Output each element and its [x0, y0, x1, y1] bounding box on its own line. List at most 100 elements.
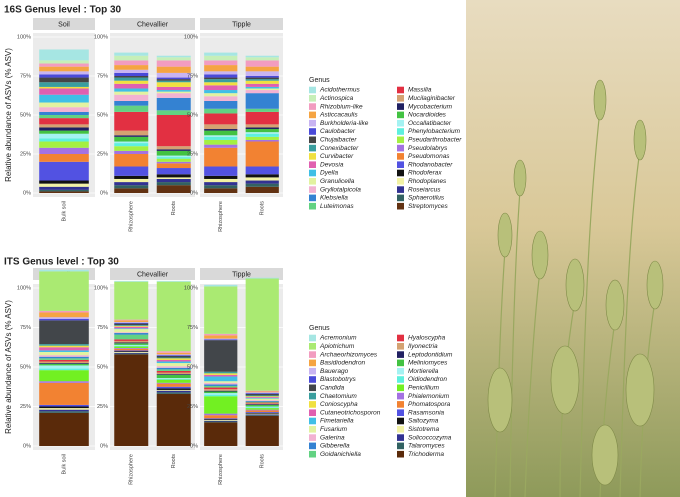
bar-segment [156, 90, 191, 92]
bar-segment [204, 421, 238, 423]
bar-segment [156, 155, 191, 158]
legend-label: Acidothermus [319, 87, 360, 94]
bar-segment [245, 391, 279, 393]
legend-swatch [309, 442, 316, 450]
bar-segment [156, 82, 191, 87]
bar-segment [156, 388, 191, 390]
legend-swatch [309, 169, 316, 177]
legend-swatch [309, 136, 316, 144]
bar-segment [204, 74, 238, 78]
bar-segment [204, 385, 238, 388]
bar-segment [204, 284, 238, 287]
legend-label: Chujaibacter [320, 137, 357, 144]
legend-swatch [309, 392, 316, 400]
bar-segment [39, 124, 89, 128]
bar-segment [114, 332, 149, 334]
bar-segment [114, 65, 149, 70]
facet-strip [110, 18, 195, 30]
bar-segment [114, 55, 149, 61]
bar-segment [204, 373, 238, 375]
bar-segment [245, 90, 279, 94]
bar-segment [114, 353, 149, 355]
bar-segment [39, 312, 89, 318]
legend-swatch [309, 178, 316, 185]
x-tick-label: Roots [260, 454, 266, 469]
y-tick-label: 25% [187, 151, 198, 157]
bar-segment [156, 93, 191, 98]
legend-label: Granulicella [320, 178, 355, 185]
legend-swatch [309, 95, 316, 102]
bar-segment [245, 76, 279, 78]
bar-segment [204, 139, 238, 145]
legend-label: Chaetomium [320, 393, 357, 400]
bar-segment [245, 80, 279, 84]
legend-label: Bauerago [320, 368, 349, 375]
bar-segment [156, 369, 191, 371]
legend-swatch [397, 161, 404, 168]
bar-segment [156, 110, 191, 115]
bar-segment [39, 74, 89, 78]
bar-segment [156, 393, 191, 446]
bar-segment [156, 150, 191, 156]
bar-segment [114, 348, 149, 351]
legend-swatch [397, 392, 404, 400]
bar-segment [114, 351, 149, 353]
legend-label: Hyaloscypha [408, 335, 446, 342]
legend-label: Ilyonectria [408, 343, 438, 350]
x-tick-label: Bulk soil [61, 454, 67, 474]
bar-segment [39, 406, 89, 409]
bar-segment [204, 144, 238, 148]
bar-segment [204, 420, 238, 422]
legend-swatch [397, 178, 404, 185]
barley-photo [466, 0, 680, 497]
legend-swatch [309, 119, 316, 127]
bar-segment [156, 168, 191, 175]
bar-segment [204, 100, 238, 109]
legend-swatch [397, 202, 404, 210]
bar-segment [204, 79, 238, 83]
bar-segment [39, 186, 89, 190]
bar-segment [156, 390, 191, 393]
bar-segment [39, 370, 89, 382]
bar-segment [39, 404, 89, 407]
bar-segment [39, 118, 89, 125]
x-tick-label: Roots [171, 201, 177, 216]
bar-segment [114, 329, 149, 333]
bar-segment [245, 408, 279, 410]
y-tick-label: 50% [187, 364, 198, 370]
bar-segment [114, 280, 149, 282]
bar-segment [156, 281, 191, 352]
bar-segment [114, 351, 149, 352]
bar-segment [156, 379, 191, 383]
legend-label: Actinospica [319, 95, 354, 102]
legend-label: Occallatibacter [408, 120, 452, 127]
bar-segment [204, 415, 238, 419]
bar-segment [204, 55, 238, 61]
bar-segment [39, 102, 89, 108]
bar-segment [114, 321, 149, 323]
bar-segment [114, 346, 149, 349]
bar-segment [245, 183, 279, 187]
legend-swatch [309, 103, 316, 110]
legend-label: Rhizobium-like [320, 103, 363, 110]
legend-swatch [397, 359, 404, 367]
bar-segment [114, 130, 149, 136]
bar-segment [156, 146, 191, 150]
bar-segment [156, 86, 191, 91]
bar-segment [39, 317, 89, 319]
bar-segment [39, 356, 89, 359]
bar-segment [114, 91, 149, 95]
legend-swatch [397, 434, 404, 441]
legend-swatch [397, 384, 404, 392]
bar-segment [114, 322, 149, 324]
bar-segment [156, 374, 191, 375]
bar-segment [245, 77, 279, 80]
legend-label: Sistotrema [408, 426, 439, 433]
bar-segment [114, 72, 149, 76]
bar-segment [156, 372, 191, 375]
y-tick-label: 0% [23, 190, 31, 196]
legend-label: Pseudolabrys [408, 145, 448, 152]
bar-segment [156, 358, 191, 360]
y-tick-label: 100% [17, 34, 31, 40]
bar-segment [204, 335, 238, 339]
